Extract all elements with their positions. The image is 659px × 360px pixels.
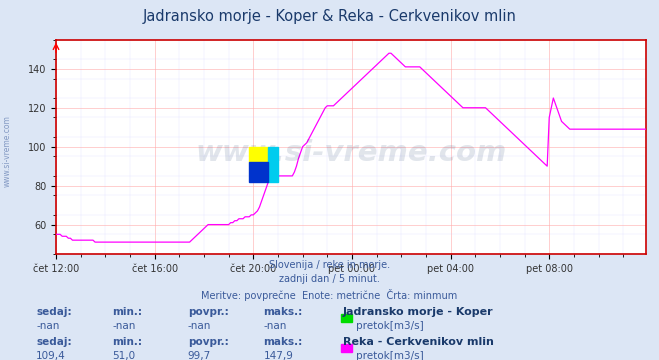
Text: 147,9: 147,9 bbox=[264, 351, 293, 360]
Text: min.:: min.: bbox=[112, 337, 142, 347]
Bar bbox=[268, 147, 278, 182]
Text: zadnji dan / 5 minut.: zadnji dan / 5 minut. bbox=[279, 274, 380, 284]
Bar bbox=[249, 162, 268, 182]
Text: maks.:: maks.: bbox=[264, 307, 303, 317]
Text: 109,4: 109,4 bbox=[36, 351, 66, 360]
Text: 51,0: 51,0 bbox=[112, 351, 135, 360]
Text: Reka - Cerkvenikov mlin: Reka - Cerkvenikov mlin bbox=[343, 337, 494, 347]
Text: pretok[m3/s]: pretok[m3/s] bbox=[356, 321, 424, 331]
Text: -nan: -nan bbox=[264, 321, 287, 331]
Text: Jadransko morje - Koper & Reka - Cerkvenikov mlin: Jadransko morje - Koper & Reka - Cerkven… bbox=[142, 9, 517, 24]
Text: Slovenija / reke in morje.: Slovenija / reke in morje. bbox=[269, 260, 390, 270]
Text: Jadransko morje - Koper: Jadransko morje - Koper bbox=[343, 307, 494, 317]
Text: povpr.:: povpr.: bbox=[188, 307, 229, 317]
Text: www.si-vreme.com: www.si-vreme.com bbox=[195, 139, 507, 167]
Text: www.si-vreme.com: www.si-vreme.com bbox=[3, 115, 12, 187]
Text: sedaj:: sedaj: bbox=[36, 307, 72, 317]
Text: -nan: -nan bbox=[36, 321, 59, 331]
Text: Meritve: povprečne  Enote: metrične  Črta: minmum: Meritve: povprečne Enote: metrične Črta:… bbox=[202, 289, 457, 301]
Text: pretok[m3/s]: pretok[m3/s] bbox=[356, 351, 424, 360]
Text: maks.:: maks.: bbox=[264, 337, 303, 347]
Text: sedaj:: sedaj: bbox=[36, 337, 72, 347]
Bar bbox=[249, 147, 268, 162]
Text: povpr.:: povpr.: bbox=[188, 337, 229, 347]
Text: -nan: -nan bbox=[188, 321, 211, 331]
Text: min.:: min.: bbox=[112, 307, 142, 317]
Text: -nan: -nan bbox=[112, 321, 135, 331]
Text: 99,7: 99,7 bbox=[188, 351, 211, 360]
